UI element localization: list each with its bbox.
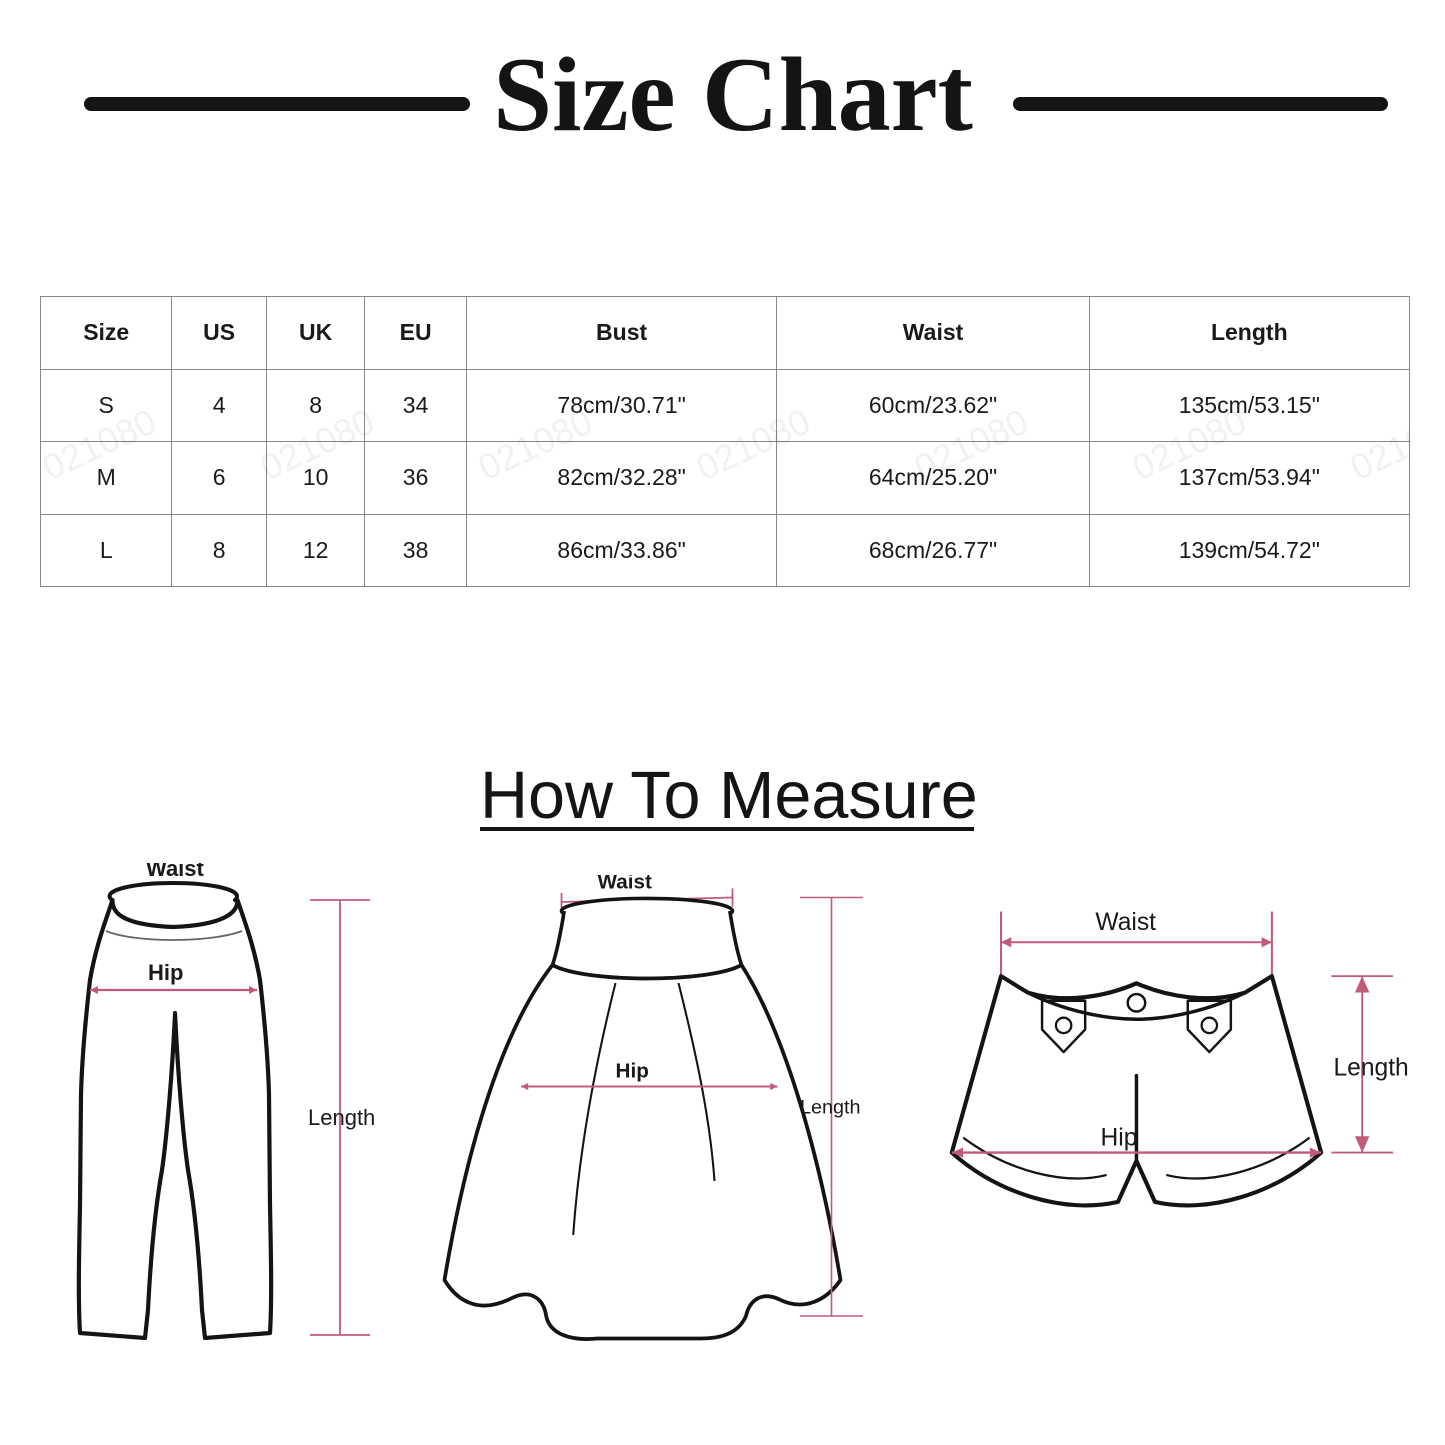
svg-text:Length: Length [308,1105,375,1130]
svg-text:Length: Length [800,1097,861,1119]
svg-text:Hip: Hip [616,1060,649,1083]
svg-text:Waist: Waist [598,875,653,894]
svg-text:Length: Length [1333,1055,1408,1082]
svg-text:Waist: Waist [1095,909,1156,936]
svg-text:Hip: Hip [148,960,183,985]
svg-text:Waist: Waist [146,863,205,881]
svg-text:Hip: Hip [1101,1124,1138,1151]
